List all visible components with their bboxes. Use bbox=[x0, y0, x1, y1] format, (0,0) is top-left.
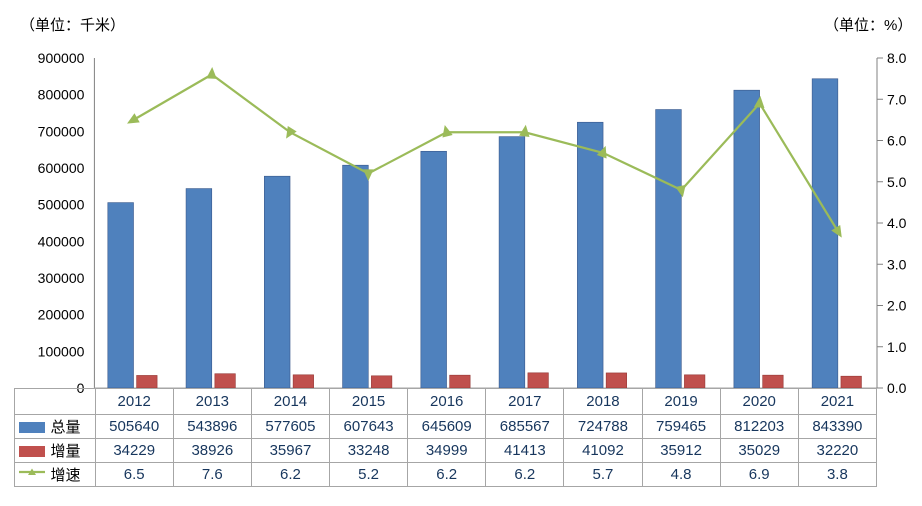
svg-text:700000: 700000 bbox=[38, 123, 85, 139]
svg-text:600000: 600000 bbox=[38, 160, 85, 176]
svg-text:500000: 500000 bbox=[38, 197, 85, 213]
svg-text:（单位：%）: （单位：%） bbox=[824, 17, 912, 34]
svg-text:3.0: 3.0 bbox=[887, 256, 907, 272]
svg-text:7.0: 7.0 bbox=[887, 91, 907, 107]
svg-text:400000: 400000 bbox=[38, 233, 85, 249]
svg-text:6.0: 6.0 bbox=[887, 133, 907, 149]
svg-text:8.0: 8.0 bbox=[887, 50, 907, 66]
svg-text:（单位：千米）: （单位：千米） bbox=[20, 17, 125, 34]
svg-text:200000: 200000 bbox=[38, 307, 85, 323]
svg-text:1.0: 1.0 bbox=[887, 339, 907, 355]
svg-text:900000: 900000 bbox=[38, 50, 85, 66]
svg-text:800000: 800000 bbox=[38, 87, 85, 103]
svg-text:300000: 300000 bbox=[38, 270, 85, 286]
svg-text:4.0: 4.0 bbox=[887, 215, 907, 231]
svg-text:5.0: 5.0 bbox=[887, 174, 907, 190]
svg-text:0.0: 0.0 bbox=[887, 380, 907, 396]
svg-text:100000: 100000 bbox=[38, 343, 85, 359]
svg-text:2.0: 2.0 bbox=[887, 298, 907, 314]
